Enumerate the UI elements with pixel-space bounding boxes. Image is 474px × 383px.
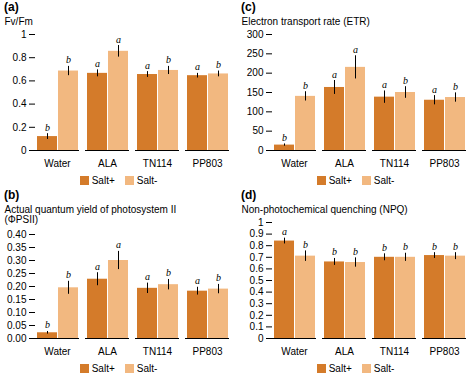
- svg-text:0.7: 0.7: [250, 252, 264, 263]
- svg-text:250: 250: [247, 48, 264, 59]
- svg-text:1: 1: [258, 217, 264, 228]
- svg-text:PP803: PP803: [192, 158, 222, 169]
- svg-text:0.4: 0.4: [13, 98, 27, 109]
- svg-text:TN114: TN114: [380, 158, 410, 169]
- svg-text:TN114: TN114: [143, 158, 173, 169]
- svg-text:b: b: [453, 81, 458, 92]
- svg-text:0.2: 0.2: [13, 122, 27, 133]
- svg-text:a: a: [195, 61, 200, 72]
- svg-text:50: 50: [252, 125, 264, 136]
- svg-text:TN114: TN114: [143, 346, 173, 357]
- svg-text:0.8: 0.8: [250, 240, 264, 251]
- svg-text:a: a: [95, 261, 100, 272]
- html-text:(d): (d): [241, 188, 257, 202]
- svg-text:0.30: 0.30: [7, 255, 27, 266]
- html-text:Salt-: Salt-: [373, 174, 395, 186]
- html-text:Salt+: Salt+: [328, 174, 352, 186]
- svg-text:0.25: 0.25: [7, 268, 27, 279]
- svg-text:0.5: 0.5: [250, 275, 264, 286]
- svg-text:1: 1: [21, 29, 27, 40]
- svg-text:a: a: [382, 79, 387, 90]
- svg-text:b: b: [166, 54, 171, 65]
- svg-text:Water: Water: [281, 346, 308, 357]
- svg-text:a: a: [116, 34, 121, 45]
- svg-text:PP803: PP803: [429, 346, 459, 357]
- svg-text:0.2: 0.2: [250, 310, 264, 321]
- svg-text:b: b: [45, 122, 50, 133]
- svg-text:0.40: 0.40: [7, 229, 27, 240]
- svg-text:a: a: [353, 44, 358, 55]
- svg-text:a: a: [145, 60, 150, 71]
- html-text:Salt-: Salt-: [136, 362, 158, 374]
- html-text:(b): (b): [4, 188, 20, 202]
- svg-text:ALA: ALA: [335, 346, 354, 357]
- svg-text:a: a: [116, 239, 121, 250]
- svg-text:Actual quantum yield of photos: Actual quantum yield of photosystem II(Φ…: [5, 204, 177, 225]
- html-text:(c): (c): [241, 0, 256, 14]
- svg-text:b: b: [66, 54, 71, 65]
- svg-text:ALA: ALA: [335, 158, 354, 169]
- svg-text:0.1: 0.1: [250, 321, 264, 332]
- svg-text:Water: Water: [44, 158, 71, 169]
- svg-text:300: 300: [247, 29, 264, 40]
- html-text:Salt+: Salt+: [91, 174, 115, 186]
- svg-text:b: b: [216, 272, 221, 283]
- svg-text:a: a: [432, 84, 437, 95]
- svg-text:0.35: 0.35: [7, 242, 27, 253]
- svg-text:0.10: 0.10: [7, 307, 27, 318]
- svg-text:0: 0: [21, 145, 27, 156]
- svg-text:200: 200: [247, 67, 264, 78]
- html-text:Salt+: Salt+: [328, 362, 352, 374]
- svg-text:b: b: [303, 80, 308, 91]
- svg-text:a: a: [332, 69, 337, 80]
- svg-text:b: b: [332, 246, 337, 257]
- svg-text:0.3: 0.3: [250, 298, 264, 309]
- svg-text:ALA: ALA: [98, 346, 117, 357]
- svg-text:Electron transport rate (ETR): Electron transport rate (ETR): [242, 16, 370, 27]
- svg-text:a: a: [145, 271, 150, 282]
- svg-text:b: b: [282, 132, 287, 143]
- svg-text:Fv/Fm: Fv/Fm: [5, 16, 33, 27]
- svg-text:0.15: 0.15: [7, 294, 27, 305]
- svg-text:0.8: 0.8: [13, 52, 27, 63]
- svg-text:0.00: 0.00: [7, 333, 27, 344]
- svg-text:b: b: [303, 239, 308, 250]
- svg-text:0.4: 0.4: [250, 286, 264, 297]
- svg-text:150: 150: [247, 87, 264, 98]
- html-text:Salt-: Salt-: [136, 174, 158, 186]
- svg-text:ALA: ALA: [98, 158, 117, 169]
- svg-text:b: b: [453, 241, 458, 252]
- html-text:Salt-: Salt-: [373, 362, 395, 374]
- svg-text:b: b: [353, 246, 358, 257]
- svg-text:0: 0: [258, 333, 264, 344]
- svg-text:0.05: 0.05: [7, 320, 27, 331]
- svg-text:0: 0: [258, 145, 264, 156]
- svg-text:Water: Water: [281, 158, 308, 169]
- svg-text:0.6: 0.6: [13, 75, 27, 86]
- svg-text:b: b: [432, 241, 437, 252]
- svg-text:a: a: [195, 275, 200, 286]
- html-text:Salt+: Salt+: [91, 362, 115, 374]
- svg-text:0.20: 0.20: [7, 281, 27, 292]
- svg-text:a: a: [95, 58, 100, 69]
- svg-text:b: b: [216, 59, 221, 70]
- svg-text:PP803: PP803: [429, 158, 459, 169]
- svg-text:b: b: [382, 242, 387, 253]
- svg-text:TN114: TN114: [380, 346, 410, 357]
- svg-text:b: b: [403, 75, 408, 86]
- svg-text:Non-photochemical quenching (N: Non-photochemical quenching (NPQ): [242, 204, 408, 215]
- html-text:(a): (a): [4, 0, 19, 14]
- svg-text:0.9: 0.9: [250, 228, 264, 239]
- svg-text:b: b: [66, 269, 71, 280]
- svg-text:PP803: PP803: [192, 346, 222, 357]
- svg-text:Water: Water: [44, 346, 71, 357]
- svg-text:100: 100: [247, 106, 264, 117]
- svg-text:0.6: 0.6: [250, 263, 264, 274]
- svg-text:a: a: [282, 226, 287, 237]
- svg-text:b: b: [45, 319, 50, 330]
- svg-text:b: b: [403, 241, 408, 252]
- svg-text:b: b: [166, 267, 171, 278]
